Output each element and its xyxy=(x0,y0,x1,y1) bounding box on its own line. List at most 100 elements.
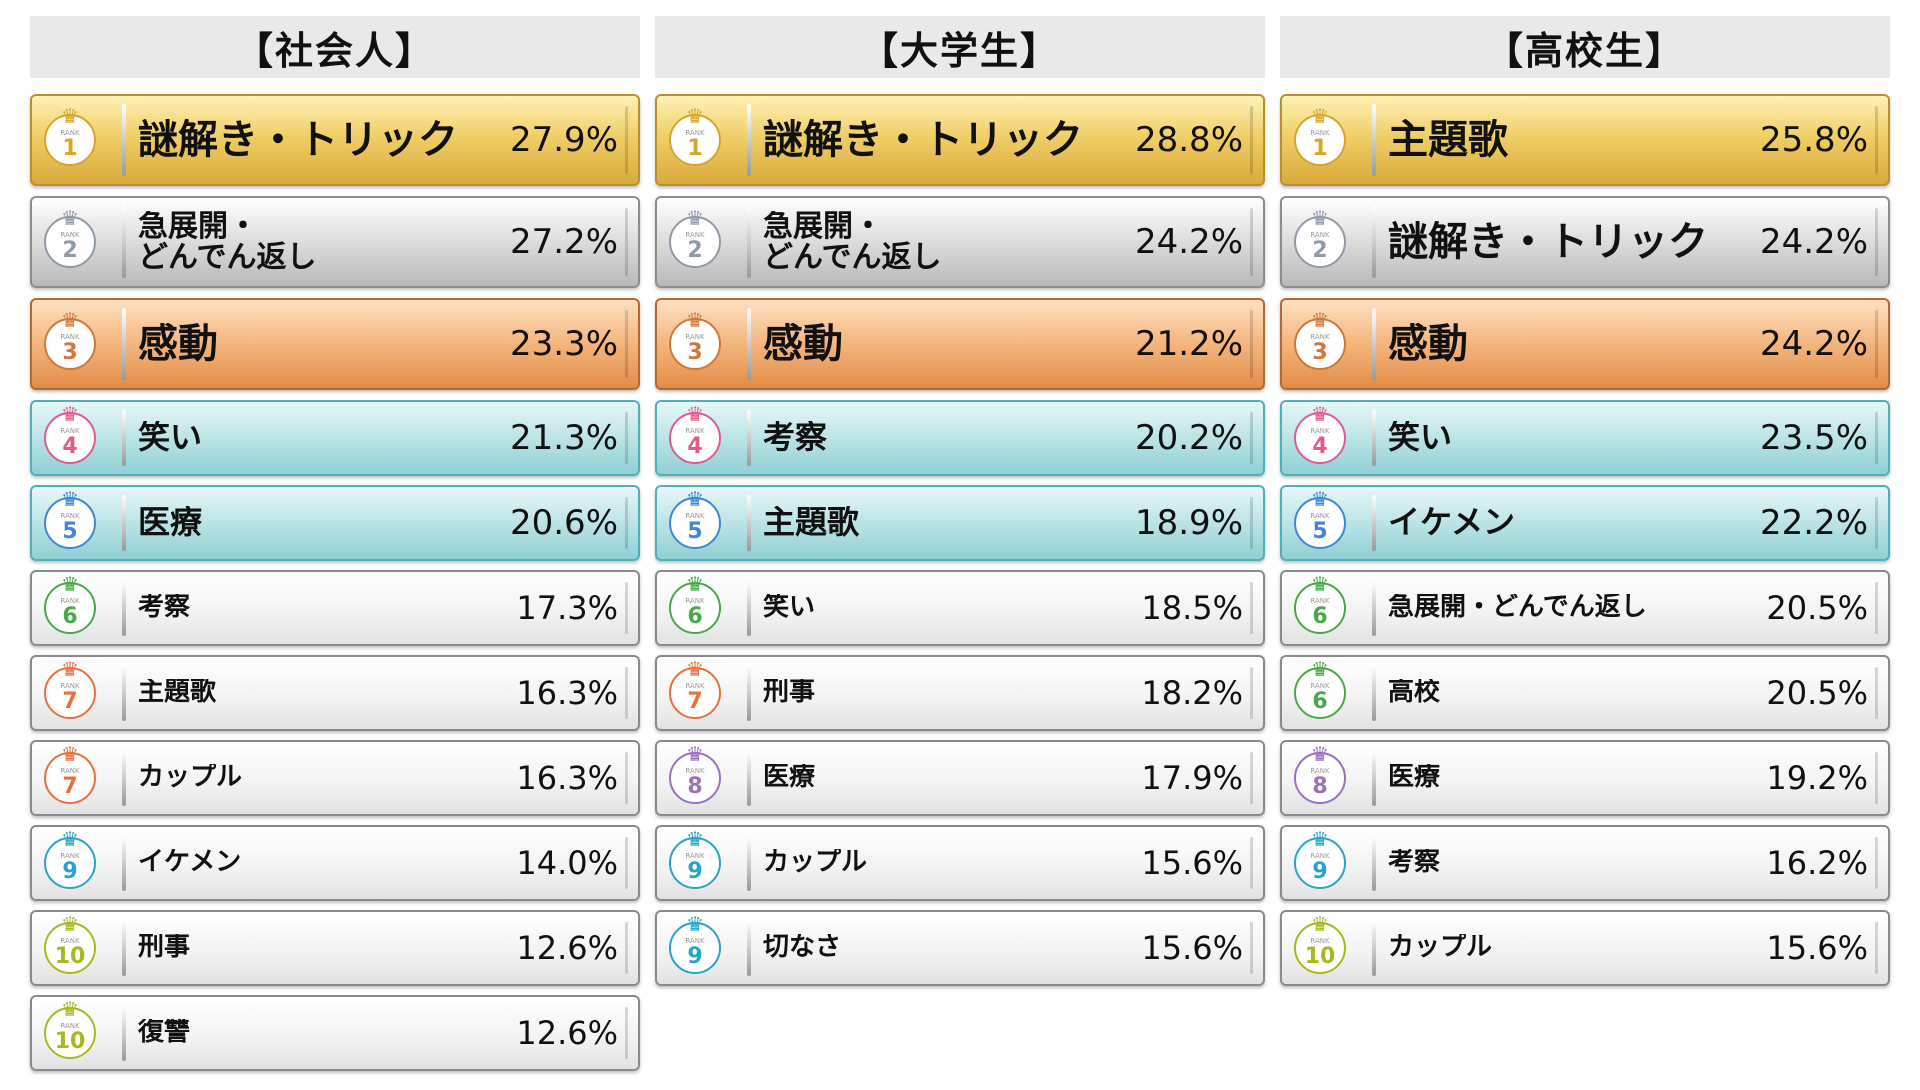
crown-icon: ♛ xyxy=(61,827,79,851)
rank-number: 5 xyxy=(687,519,703,544)
genre-label: イケメン xyxy=(138,849,242,877)
percentage: 17.9% xyxy=(1141,759,1243,797)
ranking-row: ♛ RANK 5 医療 20.6% xyxy=(30,485,640,561)
row-endcap xyxy=(1875,497,1878,549)
rank-number: 4 xyxy=(1312,434,1328,459)
rank-number: 10 xyxy=(54,944,86,969)
row-divider xyxy=(122,410,126,466)
crown-icon: ♛ xyxy=(61,912,79,936)
row-divider xyxy=(747,665,751,721)
rank-word: RANK xyxy=(60,767,80,775)
ranking-row: ♛ RANK 7 刑事 18.2% xyxy=(655,655,1265,731)
ranking-row: ♛ RANK 9 切なさ 15.6% xyxy=(655,910,1265,986)
row-divider xyxy=(1372,580,1376,636)
genre-label: 感動 xyxy=(763,323,843,365)
rank-number: 2 xyxy=(1312,238,1328,263)
ranking-row: ♛ RANK 1 謎解き・トリック 27.9% xyxy=(30,94,640,186)
rank-number: 4 xyxy=(687,434,703,459)
rank-word: RANK xyxy=(1310,512,1330,520)
rank-badge: ♛ RANK 1 xyxy=(669,106,721,166)
row-divider xyxy=(122,665,126,721)
row-endcap xyxy=(1250,667,1253,719)
genre-label: 医療 xyxy=(138,506,203,540)
rank-number: 5 xyxy=(62,519,78,544)
crown-icon: ♛ xyxy=(61,742,79,766)
genre-label: 考察 xyxy=(763,421,828,455)
row-divider xyxy=(747,308,751,380)
rank-badge: ♛ RANK 8 xyxy=(669,744,721,804)
crown-icon: ♛ xyxy=(1311,402,1329,426)
crown-icon: ♛ xyxy=(686,402,704,426)
rank-word: RANK xyxy=(60,1022,80,1030)
row-endcap xyxy=(625,310,628,378)
row-divider xyxy=(1372,495,1376,551)
rank-word: RANK xyxy=(685,767,705,775)
rank-badge: ♛ RANK 3 xyxy=(44,310,96,370)
genre-label: 笑い xyxy=(138,421,203,455)
ranking-row: ♛ RANK 2 謎解き・トリック 24.2% xyxy=(1280,196,1890,288)
percentage: 20.5% xyxy=(1766,589,1868,627)
row-divider xyxy=(1372,665,1376,721)
rank-badge: ♛ RANK 9 xyxy=(669,829,721,889)
percentage: 27.9% xyxy=(509,120,618,160)
ranking-row: ♛ RANK 2 急展開・ どんでん返し 24.2% xyxy=(655,196,1265,288)
percentage: 12.6% xyxy=(516,1014,618,1052)
rank-number: 1 xyxy=(1312,136,1328,161)
genre-label: 主題歌 xyxy=(1388,119,1508,161)
percentage: 24.2% xyxy=(1134,222,1243,262)
row-endcap xyxy=(1875,412,1878,464)
rank-word: RANK xyxy=(1310,231,1330,239)
rank-badge: ♛ RANK 6 xyxy=(1294,574,1346,634)
ranking-row: ♛ RANK 10 復讐 12.6% xyxy=(30,995,640,1071)
column-shakaijin: 【社会人】 ♛ RANK 1 謎解き・トリック 27.9% ♛ RANK 2 急展開・ どんでん… xyxy=(30,16,640,1080)
rank-number: 10 xyxy=(54,1029,86,1054)
rank-badge: ♛ RANK 6 xyxy=(669,574,721,634)
ranking-row: ♛ RANK 7 カップル 16.3% xyxy=(30,740,640,816)
ranking-row: ♛ RANK 6 高校 20.5% xyxy=(1280,655,1890,731)
percentage: 22.2% xyxy=(1759,503,1868,543)
row-endcap xyxy=(625,412,628,464)
rank-badge: ♛ RANK 10 xyxy=(1294,914,1346,974)
crown-icon: ♛ xyxy=(1311,827,1329,851)
row-divider xyxy=(747,750,751,806)
rank-badge: ♛ RANK 5 xyxy=(44,489,96,549)
rank-word: RANK xyxy=(60,427,80,435)
row-endcap xyxy=(625,667,628,719)
row-divider xyxy=(747,104,751,176)
row-divider xyxy=(122,206,126,278)
rank-word: RANK xyxy=(1310,597,1330,605)
rank-word: RANK xyxy=(1310,682,1330,690)
ranking-row: ♛ RANK 4 考察 20.2% xyxy=(655,400,1265,476)
rank-number: 3 xyxy=(1312,340,1328,365)
crown-icon: ♛ xyxy=(686,308,704,332)
percentage: 18.9% xyxy=(1134,503,1243,543)
row-divider xyxy=(747,495,751,551)
genre-label: 復讐 xyxy=(138,1019,191,1047)
crown-icon: ♛ xyxy=(1311,572,1329,596)
ranking-row: ♛ RANK 8 医療 19.2% xyxy=(1280,740,1890,816)
rank-word: RANK xyxy=(60,129,80,137)
percentage: 16.2% xyxy=(1766,844,1868,882)
row-divider xyxy=(747,410,751,466)
percentage: 16.3% xyxy=(516,674,618,712)
row-divider xyxy=(1372,206,1376,278)
rank-badge: ♛ RANK 8 xyxy=(1294,744,1346,804)
percentage: 21.3% xyxy=(509,418,618,458)
row-divider xyxy=(1372,920,1376,976)
genre-label: 笑い xyxy=(763,594,816,622)
rank-badge: ♛ RANK 2 xyxy=(1294,208,1346,268)
rank-word: RANK xyxy=(60,231,80,239)
rank-word: RANK xyxy=(60,852,80,860)
rank-word: RANK xyxy=(1310,427,1330,435)
row-endcap xyxy=(625,497,628,549)
row-endcap xyxy=(625,208,628,276)
column-title: 【大学生】 xyxy=(655,16,1265,78)
rank-word: RANK xyxy=(685,937,705,945)
row-divider xyxy=(122,1005,126,1061)
rank-word: RANK xyxy=(60,512,80,520)
row-endcap xyxy=(625,752,628,804)
ranking-row: ♛ RANK 10 刑事 12.6% xyxy=(30,910,640,986)
percentage: 21.2% xyxy=(1134,324,1243,364)
percentage: 20.5% xyxy=(1766,674,1868,712)
